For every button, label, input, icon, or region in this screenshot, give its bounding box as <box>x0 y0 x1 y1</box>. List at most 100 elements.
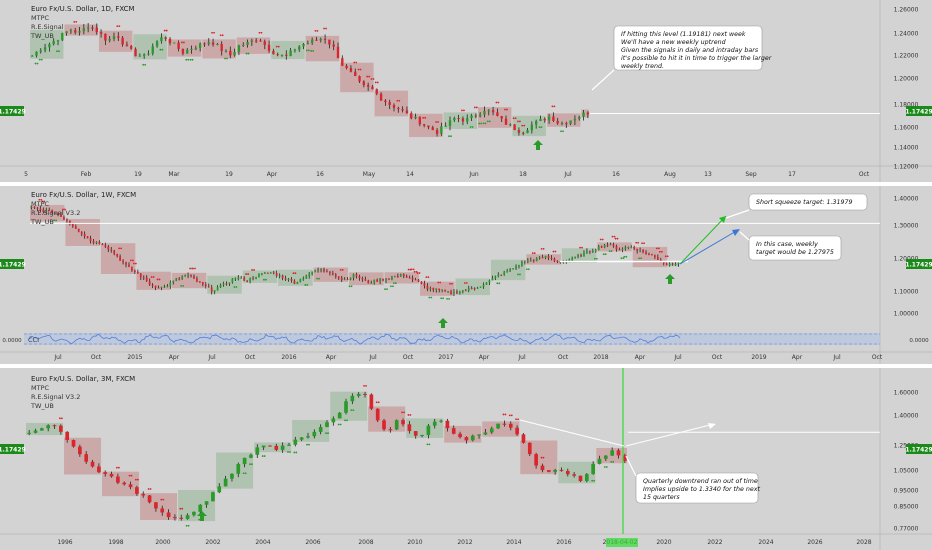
consolidation-box <box>292 419 330 442</box>
candle-body <box>39 208 42 210</box>
candle-body <box>572 474 576 476</box>
candle-body <box>388 429 393 431</box>
x-tick-label: Apr <box>635 354 646 361</box>
candle-body <box>69 30 73 32</box>
x-tick-label: 2002 <box>205 539 220 546</box>
signal-dot <box>622 257 625 260</box>
candle-body <box>51 210 54 214</box>
signal-dot <box>403 411 405 414</box>
y-tick-label: 0.95000 <box>894 488 919 495</box>
candle-body <box>228 282 231 284</box>
x-tick-label: Oct <box>872 354 883 361</box>
candle-body <box>527 442 532 455</box>
candle-body <box>210 287 213 292</box>
candle-body <box>450 291 452 294</box>
signal-dot <box>471 126 474 128</box>
x-tick-label: 2017 <box>438 354 453 361</box>
candle-body <box>258 273 260 278</box>
candle-body <box>458 433 462 438</box>
x-tick-label: Jul <box>673 354 682 361</box>
candle-body <box>63 216 65 220</box>
candle-body <box>145 277 148 282</box>
candle-body <box>305 276 308 279</box>
candle-body <box>315 39 318 41</box>
candle-body <box>659 259 662 262</box>
candle-body <box>459 291 461 294</box>
signal-dot <box>463 282 466 284</box>
candle-body <box>496 423 500 429</box>
signal-dot <box>484 122 487 125</box>
signal-dot <box>346 419 348 422</box>
candle-body <box>237 45 241 52</box>
signal-dot <box>542 247 545 250</box>
candle-body <box>432 421 437 426</box>
candle-body <box>139 273 142 278</box>
candle-body <box>444 289 446 292</box>
candle-body <box>243 277 246 281</box>
candle-body <box>142 277 145 279</box>
candle-body <box>213 290 216 292</box>
signal-dot <box>219 34 222 37</box>
candle-body <box>496 112 499 116</box>
projection-line <box>625 423 715 447</box>
candle-body <box>453 291 455 294</box>
signal-dot <box>427 276 430 279</box>
candle-body <box>473 288 476 290</box>
candle-body <box>508 423 513 428</box>
signal-dot <box>540 126 543 128</box>
x-tick-label: 2022 <box>707 539 722 546</box>
candle-body <box>272 50 275 55</box>
signal-dot <box>38 198 41 201</box>
candle-body <box>584 474 589 482</box>
signal-dot <box>430 296 433 299</box>
candle-body <box>302 278 305 280</box>
signal-dot <box>221 34 224 37</box>
candle-body <box>276 54 279 56</box>
consolidation-box <box>254 442 292 453</box>
candle-body <box>457 118 460 120</box>
candle-body <box>426 425 431 435</box>
candle-body <box>299 437 304 440</box>
candle-body <box>110 249 113 251</box>
candle-body <box>509 124 512 126</box>
signal-dot <box>235 286 238 288</box>
candle-body <box>66 219 68 221</box>
signal-dot <box>514 117 517 120</box>
buy-arrow <box>665 274 675 284</box>
callout-pointer <box>725 209 750 219</box>
signal-dot <box>482 122 485 125</box>
price-tag-text: 1.17429 <box>905 447 932 454</box>
candle-body <box>479 286 482 288</box>
signal-dot <box>192 267 194 270</box>
signal-dot <box>357 68 360 71</box>
signal-dot <box>451 282 453 285</box>
signal-dot <box>128 474 131 477</box>
price-tag-text: 1.17429 <box>905 262 932 269</box>
x-tick-label: Jul <box>53 354 62 361</box>
signal-dot <box>41 200 44 203</box>
candle-body <box>591 251 594 253</box>
signal-dot <box>428 443 431 446</box>
signal-dot <box>53 219 56 222</box>
signal-dot <box>593 257 596 260</box>
x-tick-label: Sep <box>745 171 757 178</box>
signal-dot <box>386 288 388 291</box>
candle-body <box>361 278 364 280</box>
signal-dot <box>339 269 342 271</box>
signal-dot <box>350 285 353 288</box>
candle-body <box>571 257 574 260</box>
signal-dot <box>527 268 530 271</box>
annotation-text: target would be 1.27975 <box>756 248 834 256</box>
candle-body <box>583 252 585 257</box>
consolidation-box <box>558 461 596 484</box>
signal-dot <box>512 117 515 120</box>
callout-box <box>613 25 763 71</box>
signal-dot <box>144 63 147 66</box>
price-tag-left <box>0 444 24 454</box>
x-tick-label: 1996 <box>57 539 72 546</box>
candle-body <box>99 32 103 34</box>
candle-body <box>198 43 202 49</box>
candle-body <box>331 418 336 423</box>
signal-dot <box>540 247 543 250</box>
consolidation-box <box>26 422 64 436</box>
